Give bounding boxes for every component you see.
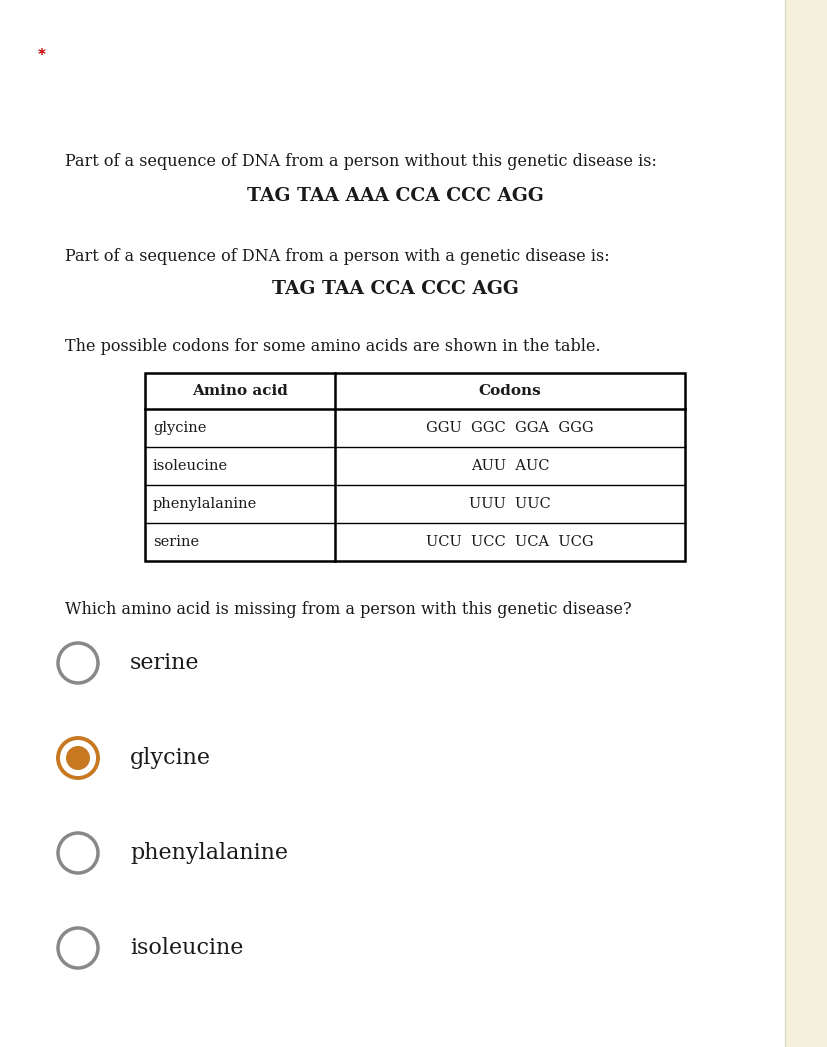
Text: GGU  GGC  GGA  GGG: GGU GGC GGA GGG	[426, 421, 593, 435]
Text: phenylalanine: phenylalanine	[153, 497, 257, 511]
Text: TAG TAA CCA CCC AGG: TAG TAA CCA CCC AGG	[271, 280, 518, 298]
Text: serine: serine	[153, 535, 198, 549]
Text: UCU  UCC  UCA  UCG: UCU UCC UCA UCG	[426, 535, 593, 549]
Text: glycine: glycine	[130, 747, 211, 768]
FancyBboxPatch shape	[0, 0, 784, 1047]
Text: Part of a sequence of DNA from a person without this genetic disease is:: Part of a sequence of DNA from a person …	[65, 153, 656, 170]
Circle shape	[66, 747, 90, 770]
Text: AUU  AUC: AUU AUC	[471, 459, 548, 473]
Text: Codons: Codons	[478, 384, 541, 398]
Circle shape	[58, 928, 98, 968]
Circle shape	[58, 833, 98, 873]
Text: Part of a sequence of DNA from a person with a genetic disease is:: Part of a sequence of DNA from a person …	[65, 248, 609, 265]
Text: phenylalanine: phenylalanine	[130, 842, 288, 864]
Circle shape	[58, 643, 98, 683]
Text: Which amino acid is missing from a person with this genetic disease?: Which amino acid is missing from a perso…	[65, 601, 631, 618]
Text: TAG TAA AAA CCA CCC AGG: TAG TAA AAA CCA CCC AGG	[246, 187, 543, 205]
Text: Amino acid: Amino acid	[192, 384, 288, 398]
Text: The possible codons for some amino acids are shown in the table.: The possible codons for some amino acids…	[65, 338, 600, 355]
Circle shape	[58, 738, 98, 778]
Text: *: *	[38, 48, 46, 63]
Text: isoleucine: isoleucine	[153, 459, 228, 473]
Text: isoleucine: isoleucine	[130, 937, 243, 959]
Text: glycine: glycine	[153, 421, 206, 435]
Bar	[145, 373, 684, 561]
Text: UUU  UUC: UUU UUC	[469, 497, 550, 511]
Text: serine: serine	[130, 652, 199, 674]
